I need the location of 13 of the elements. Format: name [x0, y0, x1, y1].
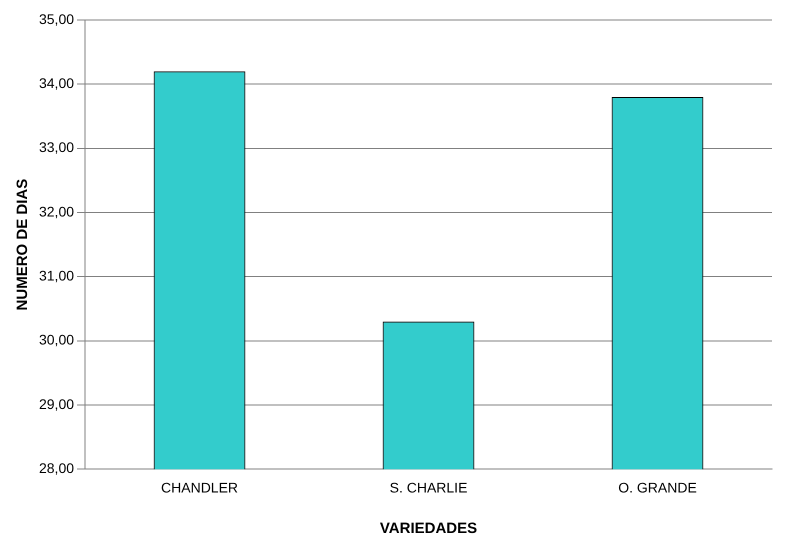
x-tick-label: CHANDLER	[161, 479, 238, 496]
y-tick-label: 31,00	[38, 268, 74, 284]
y-tick-label: 29,00	[38, 396, 74, 412]
y-axis-title: NUMERO DE DIAS	[14, 178, 32, 310]
y-tick-label: 32,00	[38, 203, 74, 220]
x-tick-label: S. CHARLIE	[390, 479, 468, 496]
x-tick-label: O. GRANDE	[618, 479, 697, 496]
y-tick-label: 33,00	[38, 139, 74, 156]
x-axis-title: VARIEDADES	[380, 520, 478, 538]
y-tick-label: 34,00	[38, 75, 74, 92]
y-tick-label: 28,00	[38, 460, 74, 476]
y-tick-label: 30,00	[38, 332, 74, 348]
y-tick-label: 35,00	[38, 10, 74, 27]
